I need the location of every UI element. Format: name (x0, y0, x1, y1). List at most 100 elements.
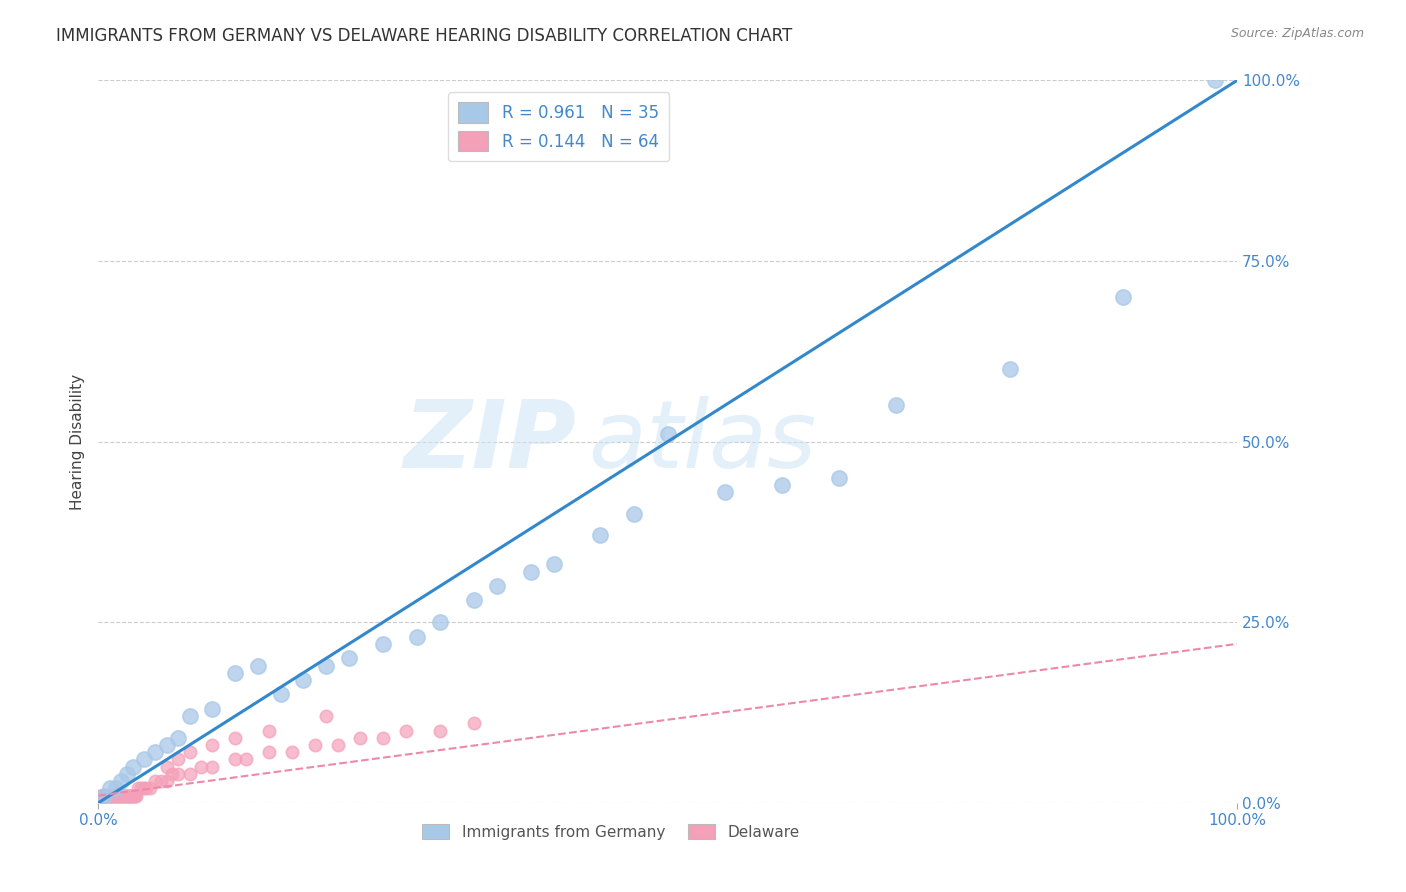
Point (107, 789, 129, 803)
Point (101, 789, 124, 803)
Point (117, 789, 139, 803)
Point (167, 752, 190, 766)
Point (118, 789, 141, 803)
Point (714, 485, 737, 500)
Legend: Immigrants from Germany, Delaware: Immigrants from Germany, Delaware (416, 818, 806, 846)
Point (884, 398, 907, 412)
Point (138, 781, 160, 796)
Point (104, 781, 127, 796)
Point (91, 789, 114, 803)
Text: Source: ZipAtlas.com: Source: ZipAtlas.com (1230, 27, 1364, 40)
Point (337, 651, 360, 665)
Point (110, 789, 132, 803)
Point (429, 723, 451, 738)
Point (201, 702, 224, 716)
Point (156, 760, 179, 774)
Point (121, 760, 143, 774)
Point (124, 789, 146, 803)
Point (156, 774, 179, 789)
Point (150, 774, 173, 789)
Point (201, 738, 224, 752)
Point (406, 630, 429, 644)
Point (224, 752, 246, 766)
Point (135, 781, 157, 796)
Point (463, 593, 485, 607)
Text: ZIP: ZIP (404, 395, 576, 488)
Point (224, 731, 246, 745)
Y-axis label: Hearing Disability: Hearing Disability (69, 374, 84, 509)
Point (1112, 290, 1135, 304)
Point (201, 760, 224, 774)
Point (543, 558, 565, 572)
Point (246, 658, 269, 673)
Point (108, 789, 131, 803)
Point (167, 767, 190, 781)
Point (349, 731, 371, 745)
Point (315, 658, 337, 673)
Point (259, 745, 281, 759)
Point (657, 427, 679, 442)
Point (179, 709, 201, 723)
Point (98, 789, 121, 803)
Point (90, 789, 112, 803)
Point (463, 716, 485, 731)
Point (429, 615, 451, 630)
Point (259, 723, 281, 738)
Point (120, 789, 142, 803)
Point (588, 528, 610, 542)
Point (114, 789, 136, 803)
Point (132, 781, 155, 796)
Point (371, 637, 394, 651)
Point (115, 789, 138, 803)
Text: atlas: atlas (588, 396, 817, 487)
Point (156, 738, 179, 752)
Point (828, 470, 851, 484)
Point (145, 745, 167, 759)
Point (304, 738, 326, 752)
Point (100, 789, 122, 803)
Point (520, 565, 543, 579)
Text: IMMIGRANTS FROM GERMANY VS DELAWARE HEARING DISABILITY CORRELATION CHART: IMMIGRANTS FROM GERMANY VS DELAWARE HEAR… (56, 27, 793, 45)
Point (122, 789, 145, 803)
Point (129, 781, 152, 796)
Point (167, 731, 190, 745)
Point (90, 789, 112, 803)
Point (96, 789, 118, 803)
Point (315, 709, 337, 723)
Point (103, 789, 125, 803)
Point (224, 665, 246, 680)
Point (125, 789, 148, 803)
Point (89, 789, 111, 803)
Point (132, 752, 155, 766)
Point (486, 579, 509, 593)
Point (120, 789, 142, 803)
Point (112, 789, 135, 803)
Point (96, 789, 118, 803)
Point (292, 673, 315, 687)
Point (281, 745, 304, 759)
Point (395, 723, 418, 738)
Point (179, 745, 201, 759)
Point (326, 738, 349, 752)
Point (770, 478, 793, 492)
Point (110, 774, 132, 789)
Point (115, 767, 138, 781)
Point (108, 789, 131, 803)
Point (103, 789, 125, 803)
Point (114, 789, 136, 803)
Point (97, 789, 120, 803)
Point (235, 752, 257, 766)
Point (93, 789, 115, 803)
Point (371, 731, 394, 745)
Point (162, 767, 184, 781)
Point (998, 362, 1021, 376)
Point (623, 507, 645, 521)
Point (121, 789, 143, 803)
Point (127, 781, 149, 796)
Point (98, 781, 121, 796)
Point (93, 789, 115, 803)
Point (190, 760, 212, 774)
Point (104, 789, 127, 803)
Point (179, 767, 201, 781)
Point (105, 789, 128, 803)
